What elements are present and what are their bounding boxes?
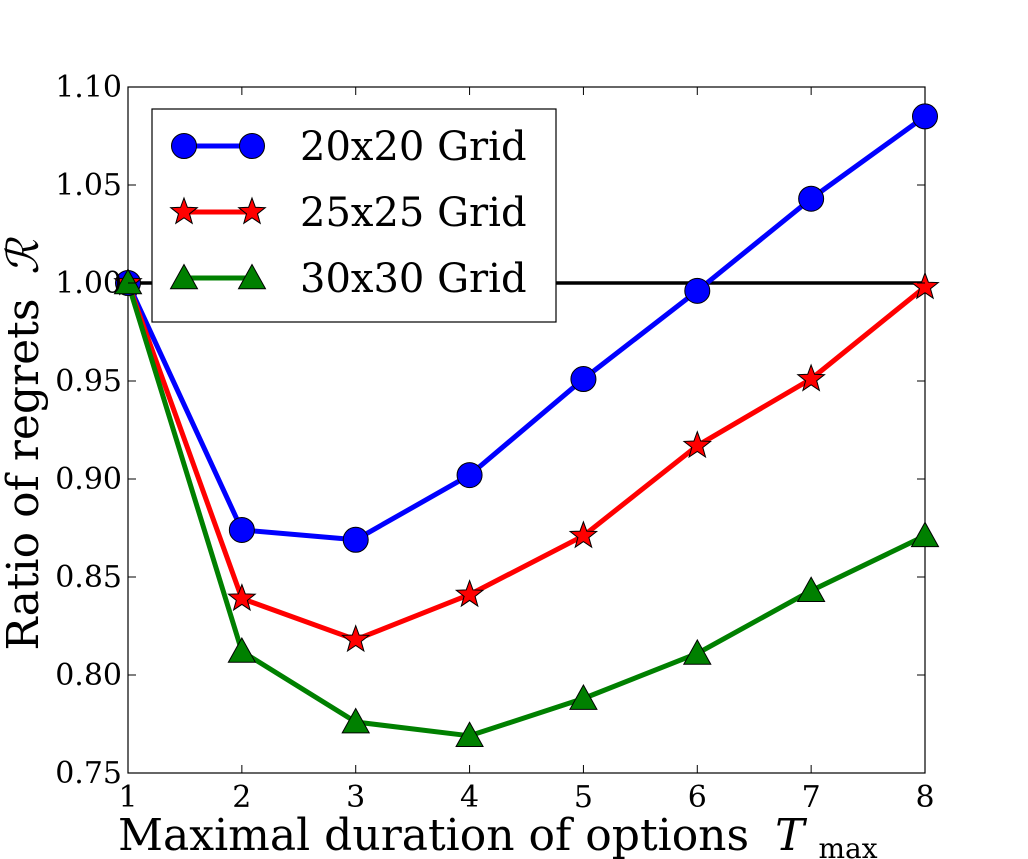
legend-label-1: 20x20 Grid	[300, 124, 527, 170]
x-tick-label-6: 6	[688, 780, 707, 815]
data-point-1-4	[456, 462, 483, 489]
data-point-2-2	[227, 583, 257, 612]
legend-marker-start-2	[169, 196, 199, 225]
legend-marker-start-3	[169, 263, 199, 290]
data-point-1-3	[342, 526, 369, 553]
data-point-3-8	[910, 521, 940, 548]
data-point-2-3	[341, 624, 371, 653]
data-point-3-1	[113, 268, 143, 295]
y-tick-label-7: 1.05	[55, 168, 122, 203]
y-tick-label-3: 0.85	[55, 560, 122, 595]
series-line-3	[128, 282, 925, 739]
y-tick-label-2: 0.80	[55, 658, 122, 693]
data-point-3-4	[455, 721, 484, 748]
y-axis-label: Ratio of regrets ℛ	[0, 237, 49, 651]
data-point-3-6	[682, 638, 712, 665]
series-layer	[128, 114, 925, 739]
x-tick-label-3: 3	[346, 780, 365, 815]
y-tick-label-8: 1.10	[55, 70, 122, 105]
data-point-1-5	[570, 366, 597, 393]
x-tick-label-8: 8	[915, 780, 934, 815]
data-point-3-5	[569, 683, 598, 710]
x-tick-label-1: 1	[118, 780, 137, 815]
x-tick-label-7: 7	[802, 780, 821, 815]
x-tick-label-2: 2	[232, 780, 251, 815]
legend-marker-end-3	[237, 263, 267, 290]
x-axis: 1 2 3 4 5 6 7 8	[118, 87, 935, 815]
data-point-3-3	[341, 707, 371, 734]
data-point-2-8	[910, 271, 940, 300]
data-point-3-7	[796, 576, 826, 603]
data-point-1-2	[228, 516, 255, 543]
series-line-1	[128, 114, 925, 543]
legend: 20x20 Grid 25x25 Grid 30x30 Grid	[151, 108, 557, 323]
x-axis-label: Maximal duration of options T max	[118, 810, 878, 859]
data-point-1-6	[684, 277, 711, 304]
data-point-1-8	[912, 103, 938, 130]
y-axis: 0.75 0.80 0.85 0.90 0.95 1.00 1.05 1.10	[55, 70, 925, 791]
series-line-2	[128, 282, 925, 643]
legend-label-2: 25x25 Grid	[300, 190, 527, 236]
plot-area	[113, 86, 940, 774]
x-tick-label-5: 5	[574, 780, 593, 815]
data-point-2-4	[454, 579, 485, 608]
y-tick-label-6: 1.00	[55, 266, 122, 301]
legend-marker-end-1	[239, 133, 265, 159]
plot-frame	[127, 86, 926, 774]
legend-label-3: 30x30 Grid	[300, 256, 527, 302]
data-point-1-7	[798, 185, 825, 212]
legend-marker-start-1	[171, 133, 197, 159]
y-tick-label-4: 0.90	[55, 462, 122, 497]
data-point-2-7	[796, 363, 826, 392]
data-point-2-6	[682, 430, 712, 459]
y-tick-label-1: 0.75	[55, 756, 122, 791]
x-tick-label-4: 4	[460, 780, 479, 815]
markers-layer	[113, 103, 940, 748]
legend-marker-end-2	[237, 196, 267, 225]
data-point-2-5	[568, 520, 599, 549]
data-point-3-2	[227, 636, 257, 663]
y-tick-label-5: 0.95	[55, 364, 122, 399]
